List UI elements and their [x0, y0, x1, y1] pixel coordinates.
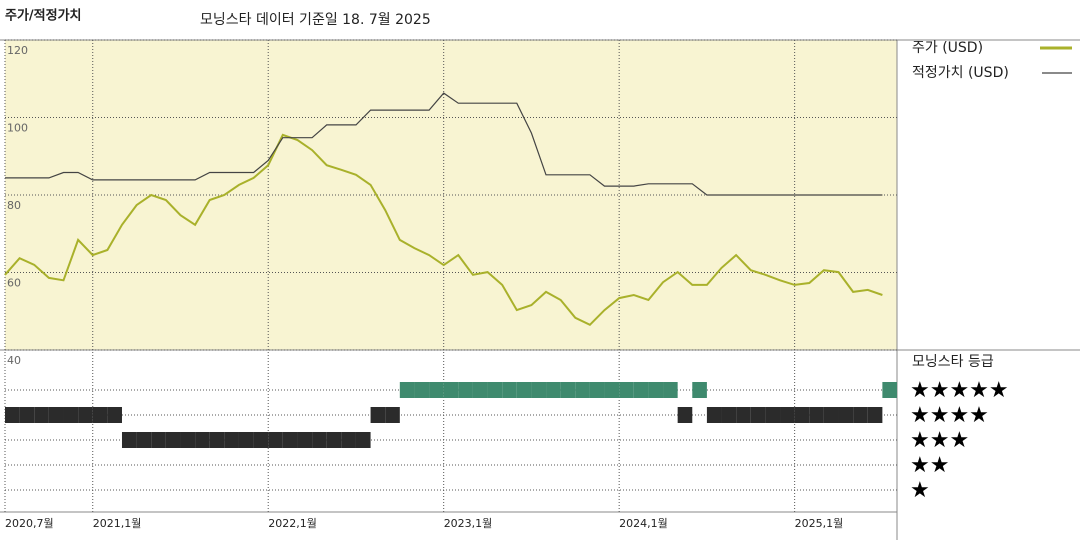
rating-bar — [92, 407, 108, 423]
rating-bar — [458, 382, 473, 398]
rating-bar — [443, 382, 459, 398]
rating-bar — [721, 407, 737, 423]
rating-bar — [268, 432, 283, 448]
rating-bar — [546, 382, 561, 398]
rating-bar — [19, 407, 35, 423]
rating-bar — [706, 407, 722, 423]
rating-bar — [589, 382, 605, 398]
rating-bar — [414, 382, 430, 398]
x-tick-label: 2023,1월 — [444, 517, 493, 530]
rating-bar — [780, 407, 795, 423]
rating-bar — [282, 432, 298, 448]
series-line — [4, 133, 883, 327]
rating-bar — [633, 382, 649, 398]
rating-bar — [253, 432, 269, 448]
y-tick-label: ★★ — [910, 453, 949, 478]
series-line — [5, 92, 883, 196]
rating-bar — [575, 382, 590, 398]
legend-label: 적정가치 (USD) — [912, 65, 1009, 81]
rating-bar — [355, 432, 371, 448]
rating-bar — [399, 382, 415, 398]
rating-bar — [663, 382, 678, 398]
rating-bar — [326, 432, 342, 448]
rating-bar — [209, 432, 225, 448]
rating-bar — [560, 382, 576, 398]
rating-bar — [121, 432, 137, 448]
y-tick-label: ★★★ — [910, 428, 969, 453]
rating-bar — [429, 382, 444, 398]
y-tick-label: ★★★★ — [910, 403, 989, 428]
y-tick-label: 80 — [7, 199, 21, 212]
rating-bar — [63, 407, 79, 423]
rating-bar — [151, 432, 166, 448]
rating-bar — [224, 432, 239, 448]
rating-bar — [692, 382, 707, 398]
rating-bar — [48, 407, 64, 423]
rating-bar — [502, 382, 517, 398]
chart-subtitle: 모닝스타 데이터 기준일 18. 7월 2025 — [200, 12, 431, 28]
rating-bar — [531, 382, 547, 398]
rating-bar — [736, 407, 751, 423]
rating-bar — [180, 432, 196, 448]
y-tick-label: ★★★★★ — [910, 378, 1009, 403]
chart-title: 주가/적정가치 — [5, 8, 82, 24]
rating-bar — [619, 382, 634, 398]
rating-title: 모닝스타 등급 — [912, 354, 994, 370]
rating-bar — [385, 407, 400, 423]
rating-bar — [78, 407, 93, 423]
y-tick-label: 120 — [7, 44, 28, 57]
rating-bar — [165, 432, 181, 448]
legend-label: 주가 (USD) — [912, 40, 983, 56]
rating-bar — [341, 432, 356, 448]
rating-bar — [750, 407, 766, 423]
rating-bar — [853, 407, 868, 423]
rating-bar — [487, 382, 503, 398]
rating-bar — [107, 407, 122, 423]
rating-bar — [677, 407, 693, 423]
x-tick-label: 2024,1월 — [619, 517, 668, 530]
rating-bar — [823, 407, 839, 423]
y-tick-label: 60 — [7, 277, 21, 290]
rating-bar — [195, 432, 210, 448]
rating-bar — [238, 432, 254, 448]
rating-bar — [34, 407, 49, 423]
y-tick-label: ★ — [910, 478, 930, 503]
x-tick-label: 2020,7월 — [5, 517, 54, 530]
rating-bar — [136, 432, 152, 448]
y-tick-label: 40 — [7, 354, 21, 367]
rating-bar — [472, 382, 488, 398]
rating-bar — [297, 432, 313, 448]
rating-bar — [867, 407, 883, 423]
rating-bar — [809, 407, 824, 423]
y-tick-label: 100 — [7, 122, 28, 135]
rating-bar — [5, 407, 20, 423]
rating-bar — [604, 382, 620, 398]
x-tick-label: 2022,1월 — [268, 517, 317, 530]
rating-bar — [882, 382, 897, 398]
rating-bar — [838, 407, 854, 423]
rating-bar — [765, 407, 781, 423]
rating-bar — [648, 382, 664, 398]
rating-bar — [370, 407, 386, 423]
x-tick-label: 2021,1월 — [93, 517, 142, 530]
rating-bar — [516, 382, 532, 398]
rating-bar — [312, 432, 327, 448]
rating-bar — [794, 407, 810, 423]
x-tick-label: 2025,1월 — [795, 517, 844, 530]
